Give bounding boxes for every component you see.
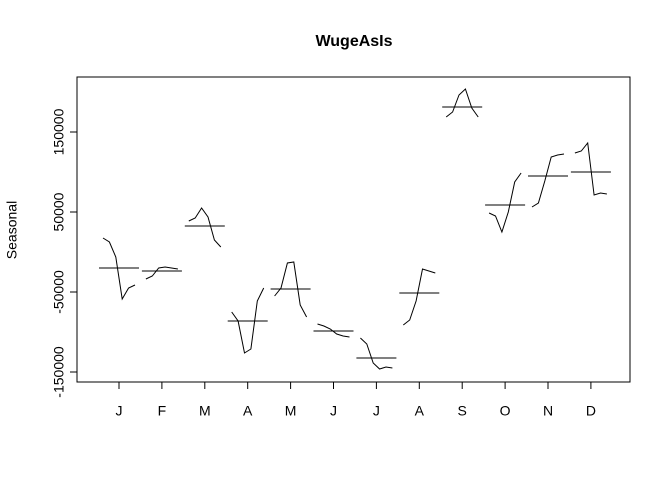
- subseries-line: [102, 237, 136, 301]
- x-tick-label: M: [199, 403, 211, 419]
- subseries-line: [145, 266, 178, 280]
- x-tick-label: D: [586, 403, 596, 419]
- subseries-line: [360, 337, 393, 370]
- x-tick-label: A: [415, 403, 425, 419]
- y-tick-label: 150000: [51, 108, 67, 155]
- x-tick-label: A: [243, 403, 253, 419]
- y-tick-label: 50000: [51, 192, 67, 231]
- x-tick-label: N: [543, 403, 553, 419]
- subseries-line: [231, 287, 265, 354]
- subseries-line: [531, 153, 565, 208]
- chart-title: WugeAsIs: [315, 33, 392, 50]
- x-tick-label: S: [458, 403, 467, 419]
- x-tick-label: J: [330, 403, 337, 419]
- plot-box: [76, 76, 631, 383]
- subseries-line: [488, 172, 522, 234]
- y-tick-label: -150000: [51, 346, 67, 398]
- x-tick-label: J: [116, 403, 123, 419]
- x-tick-label: J: [373, 403, 380, 419]
- x-tick-label: O: [500, 403, 511, 419]
- subseries-line: [574, 141, 607, 196]
- subseries-line: [188, 207, 222, 248]
- x-tick-label: F: [158, 403, 167, 419]
- y-axis-label: Seasonal: [4, 201, 20, 259]
- subseries-line: [445, 88, 479, 118]
- y-tick-label: -50000: [51, 270, 67, 314]
- x-tick-label: M: [285, 403, 297, 419]
- subseries-line: [402, 268, 436, 326]
